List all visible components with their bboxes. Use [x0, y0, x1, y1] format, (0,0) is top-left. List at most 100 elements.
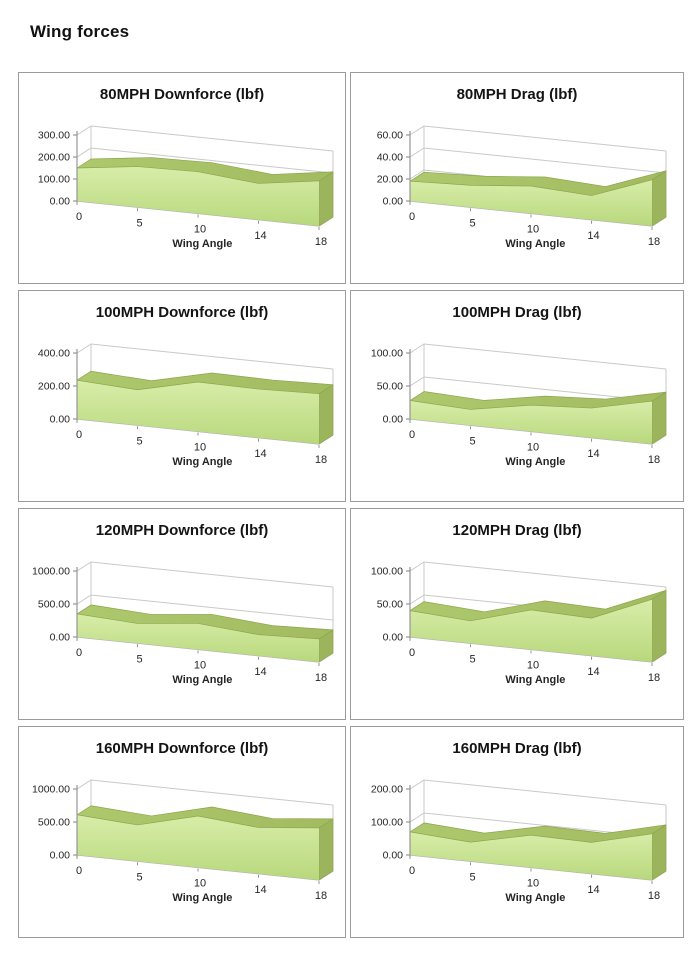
- chart-card[interactable]: 100MPH Drag (lbf) 0.00 50.00 100.00 0 5 10 14 18…: [350, 290, 684, 502]
- y-tick-label: 50.00: [377, 599, 403, 611]
- area-top-ribbon: [409, 589, 667, 622]
- x-tick-label: 10: [527, 660, 539, 672]
- x-tick-label: 10: [194, 878, 206, 890]
- chart-title: 80MPH Drag (lbf): [456, 86, 578, 103]
- chart-title: 160MPH Drag (lbf): [452, 740, 582, 757]
- area-front-face: [410, 831, 652, 880]
- chart-card[interactable]: 80MPH Downforce (lbf) 0.00 100.00 200.00 300…: [18, 72, 346, 284]
- area-side-face: [651, 824, 667, 881]
- area-side-face: [318, 384, 334, 445]
- y-tick-label: 200.00: [38, 152, 70, 164]
- x-tick-label: 10: [194, 660, 206, 672]
- area-series[interactable]: [409, 170, 667, 227]
- chart-title: 80MPH Downforce (lbf): [99, 86, 265, 103]
- area-series[interactable]: [76, 604, 334, 663]
- x-tick-label: 0: [76, 211, 82, 223]
- chart-card[interactable]: 160MPH Downforce (lbf) 0.00 500.00 1000.00 0…: [18, 726, 346, 938]
- area-series[interactable]: [76, 370, 334, 445]
- y-tick-label: 0.00: [50, 632, 71, 644]
- y-tick-label: 0.00: [383, 632, 404, 644]
- y-tick-label: 60.00: [377, 130, 403, 142]
- x-tick-label: 10: [194, 442, 206, 454]
- chart-card[interactable]: 160MPH Drag (lbf) 0.00 100.00 200.00 0 5 10 14 1…: [350, 726, 684, 938]
- x-tick-label: 0: [76, 865, 82, 877]
- area-top-ribbon: [76, 805, 334, 829]
- charts-grid: 80MPH Downforce (lbf) 0.00 100.00 200.00 300…: [18, 72, 684, 938]
- area-front-face: [410, 400, 652, 444]
- area-front-face: [410, 599, 652, 662]
- y-tick-label: 20.00: [377, 174, 403, 186]
- area-front-face: [410, 179, 652, 226]
- area-series[interactable]: [76, 805, 334, 881]
- y-tick-label: 400.00: [38, 348, 70, 360]
- x-axis-title: Wing Angle: [172, 892, 232, 904]
- x-tick-label: 5: [136, 653, 142, 665]
- y-tick-label: 100.00: [371, 348, 403, 360]
- y-tick-label: 0.00: [383, 414, 404, 426]
- x-axis-title: Wing Angle: [172, 674, 232, 686]
- x-tick-label: 14: [254, 448, 266, 460]
- x-tick-label: 18: [315, 672, 327, 684]
- x-tick-label: 18: [648, 454, 660, 466]
- x-axis-title: Wing Angle: [172, 238, 232, 250]
- x-tick-label: 0: [409, 647, 415, 659]
- area-chart-canvas: 0.00 100.00 200.00 300.00 0 5 10 14 18 Wing Angle: [38, 125, 334, 250]
- area-chart-canvas: 0.00 100.00 200.00 0 5 10 14 18 Wing Angle: [371, 779, 667, 904]
- x-tick-label: 18: [315, 454, 327, 466]
- x-tick-label: 14: [254, 230, 266, 242]
- area-chart-canvas: 0.00 200.00 400.00 0 5 10 14 18 Wing Angle: [38, 343, 334, 468]
- y-tick-label: 0.00: [50, 196, 71, 208]
- x-axis-title: Wing Angle: [172, 456, 232, 468]
- chart-card[interactable]: 80MPH Drag (lbf) 0.00 20.00 40.00 60.00 0 5 10 1…: [350, 72, 684, 284]
- area-series[interactable]: [409, 589, 667, 663]
- area-series[interactable]: [409, 822, 667, 881]
- y-tick-label: 500.00: [38, 599, 70, 611]
- area-front-face: [77, 380, 319, 444]
- x-tick-label: 10: [194, 224, 206, 236]
- chart-card[interactable]: 120MPH Downforce (lbf) 0.00 500.00 1000.00 0…: [18, 508, 346, 720]
- x-axis-title: Wing Angle: [505, 238, 565, 250]
- area-front-face: [77, 613, 319, 662]
- chart-title: 100MPH Drag (lbf): [452, 304, 582, 321]
- x-tick-label: 14: [587, 884, 599, 896]
- area-top-ribbon: [76, 604, 334, 640]
- y-tick-label: 0.00: [50, 850, 71, 862]
- area-chart-canvas: 0.00 500.00 1000.00 0 5 10 14 18 Wing Angle: [32, 779, 334, 904]
- x-tick-label: 0: [409, 865, 415, 877]
- chart-title: 160MPH Downforce (lbf): [95, 740, 269, 757]
- area-side-face: [318, 171, 334, 227]
- x-tick-label: 18: [315, 890, 327, 902]
- y-tick-label: 0.00: [50, 414, 71, 426]
- x-axis-title: Wing Angle: [505, 892, 565, 904]
- y-tick-label: 100.00: [371, 566, 403, 578]
- area-front-face: [77, 814, 319, 880]
- x-tick-label: 5: [469, 871, 475, 883]
- y-tick-label: 1000.00: [32, 566, 70, 578]
- x-tick-label: 18: [648, 672, 660, 684]
- area-chart-canvas: 0.00 50.00 100.00 0 5 10 14 18 Wing Angle: [371, 561, 667, 686]
- area-top-ribbon: [76, 370, 334, 395]
- x-tick-label: 5: [469, 435, 475, 447]
- x-tick-label: 5: [136, 217, 142, 229]
- chart-card[interactable]: 100MPH Downforce (lbf) 0.00 200.00 400.00 0 5…: [18, 290, 346, 502]
- x-tick-label: 0: [409, 211, 415, 223]
- y-tick-label: 0.00: [383, 850, 404, 862]
- area-series[interactable]: [76, 157, 334, 227]
- x-tick-label: 0: [76, 429, 82, 441]
- area-series[interactable]: [409, 391, 667, 445]
- area-top-ribbon: [409, 822, 667, 843]
- y-tick-label: 40.00: [377, 152, 403, 164]
- chart-card[interactable]: 120MPH Drag (lbf) 0.00 50.00 100.00 0 5 10 14 18…: [350, 508, 684, 720]
- area-side-face: [318, 818, 334, 881]
- x-tick-label: 14: [587, 666, 599, 678]
- x-tick-label: 5: [136, 435, 142, 447]
- x-tick-label: 0: [409, 429, 415, 441]
- y-tick-label: 200.00: [371, 784, 403, 796]
- x-tick-label: 5: [136, 871, 142, 883]
- x-axis-title: Wing Angle: [505, 456, 565, 468]
- y-tick-label: 50.00: [377, 381, 403, 393]
- area-side-face: [651, 589, 667, 663]
- x-tick-label: 14: [587, 448, 599, 460]
- y-tick-label: 300.00: [38, 130, 70, 142]
- area-top-ribbon: [409, 170, 667, 196]
